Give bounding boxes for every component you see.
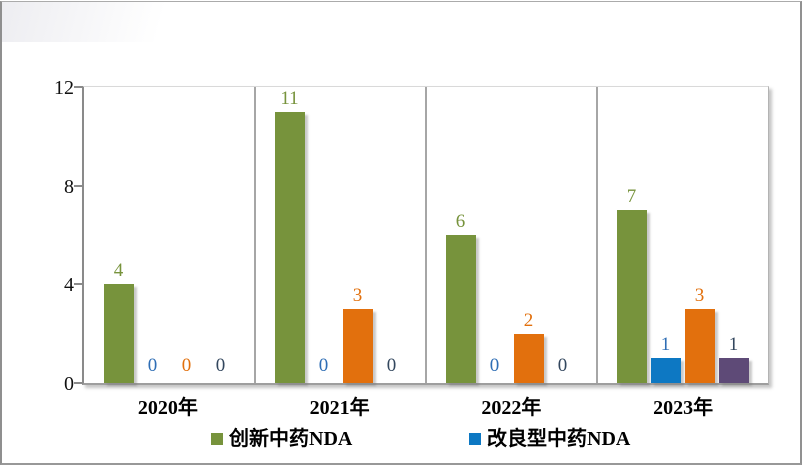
plot-area: 4 0 0 0 11 0 3 0 6 0 2 0 7 1 3 1 — [74, 86, 769, 385]
bar-value-label-blue: 0 — [489, 355, 500, 376]
legend-label: 改良型中药NDA — [487, 428, 631, 450]
y-axis-tick — [74, 185, 83, 187]
y-axis-label-12: 12 — [54, 77, 74, 99]
legend-item-improved-tcm-nda: 改良型中药NDA — [469, 428, 630, 450]
bar-slot-green: 7 — [615, 187, 649, 383]
bar-value-label-blue: 0 — [147, 355, 158, 376]
legend-label: 创新中药NDA — [229, 428, 353, 450]
category-separator-line — [596, 87, 598, 383]
bar-value-label-purple: 0 — [215, 355, 226, 376]
legend-item-innovative-tcm-nda: 创新中药NDA — [211, 428, 352, 450]
bar-value-label-green: 11 — [280, 88, 299, 109]
bar-slot-orange: 3 — [341, 286, 375, 383]
bar-green-2021年 — [274, 112, 305, 383]
category-label-2022: 2022年 — [481, 397, 542, 419]
bar-slot-orange: 0 — [170, 356, 204, 383]
y-axis-label-0: 0 — [64, 373, 74, 395]
category-label-2020: 2020年 — [137, 397, 198, 419]
legend-swatch-blue — [469, 433, 481, 445]
bar-slot-blue: 1 — [649, 335, 683, 383]
y-axis-tick — [74, 86, 83, 88]
bar-blue-2023年 — [650, 358, 681, 383]
bar-green-2022年 — [445, 235, 476, 383]
bar-value-label-green: 6 — [455, 211, 466, 232]
x-axis-labels: 2020年 2021年 2022年 2023年 — [82, 391, 769, 420]
bar-group-2023年: 7 1 3 1 — [597, 87, 768, 383]
category-label-2021: 2021年 — [309, 397, 370, 419]
bar-green-2020年 — [103, 284, 134, 383]
bar-orange-2022年 — [513, 334, 544, 383]
bar-orange-2023年 — [684, 309, 715, 383]
bar-value-label-green: 7 — [626, 186, 637, 207]
bar-slot-purple: 0 — [546, 356, 580, 383]
bar-slot-blue: 0 — [307, 356, 341, 383]
bar-purple-2023年 — [718, 358, 749, 383]
bar-slot-blue: 0 — [136, 356, 170, 383]
bar-slot-orange: 2 — [512, 311, 546, 383]
bar-slot-green: 4 — [102, 261, 136, 383]
bar-value-label-blue: 0 — [318, 355, 329, 376]
bar-group-2020年: 4 0 0 0 — [84, 87, 255, 383]
category-separator-line — [425, 87, 427, 383]
y-axis-tick — [74, 283, 83, 285]
bar-group-2022年: 6 0 2 0 — [426, 87, 597, 383]
bar-slot-purple: 1 — [717, 335, 751, 383]
y-axis-label-8: 8 — [64, 176, 74, 198]
bar-slot-orange: 3 — [683, 286, 717, 383]
legend-swatch-green — [211, 433, 223, 445]
bar-value-label-purple: 0 — [386, 355, 397, 376]
bar-value-label-purple: 0 — [557, 355, 568, 376]
category-separator-line — [254, 87, 256, 383]
bar-value-label-orange: 2 — [523, 310, 534, 331]
bar-slot-purple: 0 — [375, 356, 409, 383]
bar-group-2021年: 11 0 3 0 — [255, 87, 426, 383]
bar-value-label-green: 4 — [113, 260, 124, 281]
bar-groups: 4 0 0 0 11 0 3 0 6 0 2 0 7 1 3 1 — [84, 87, 768, 383]
bar-value-label-orange: 3 — [694, 285, 705, 306]
y-axis-label-4: 4 — [64, 274, 74, 296]
bar-value-label-orange: 3 — [352, 285, 363, 306]
bar-orange-2021年 — [342, 309, 373, 383]
bar-value-label-purple: 1 — [728, 334, 739, 355]
category-label-2023: 2023年 — [653, 397, 714, 419]
bar-slot-blue: 0 — [478, 356, 512, 383]
bar-slot-green: 6 — [444, 212, 478, 383]
bar-value-label-orange: 0 — [181, 355, 192, 376]
y-axis-tick — [74, 382, 83, 384]
bar-value-label-blue: 1 — [660, 334, 671, 355]
bar-slot-green: 11 — [273, 89, 307, 383]
bar-green-2023年 — [616, 210, 647, 383]
bar-slot-purple: 0 — [204, 356, 238, 383]
